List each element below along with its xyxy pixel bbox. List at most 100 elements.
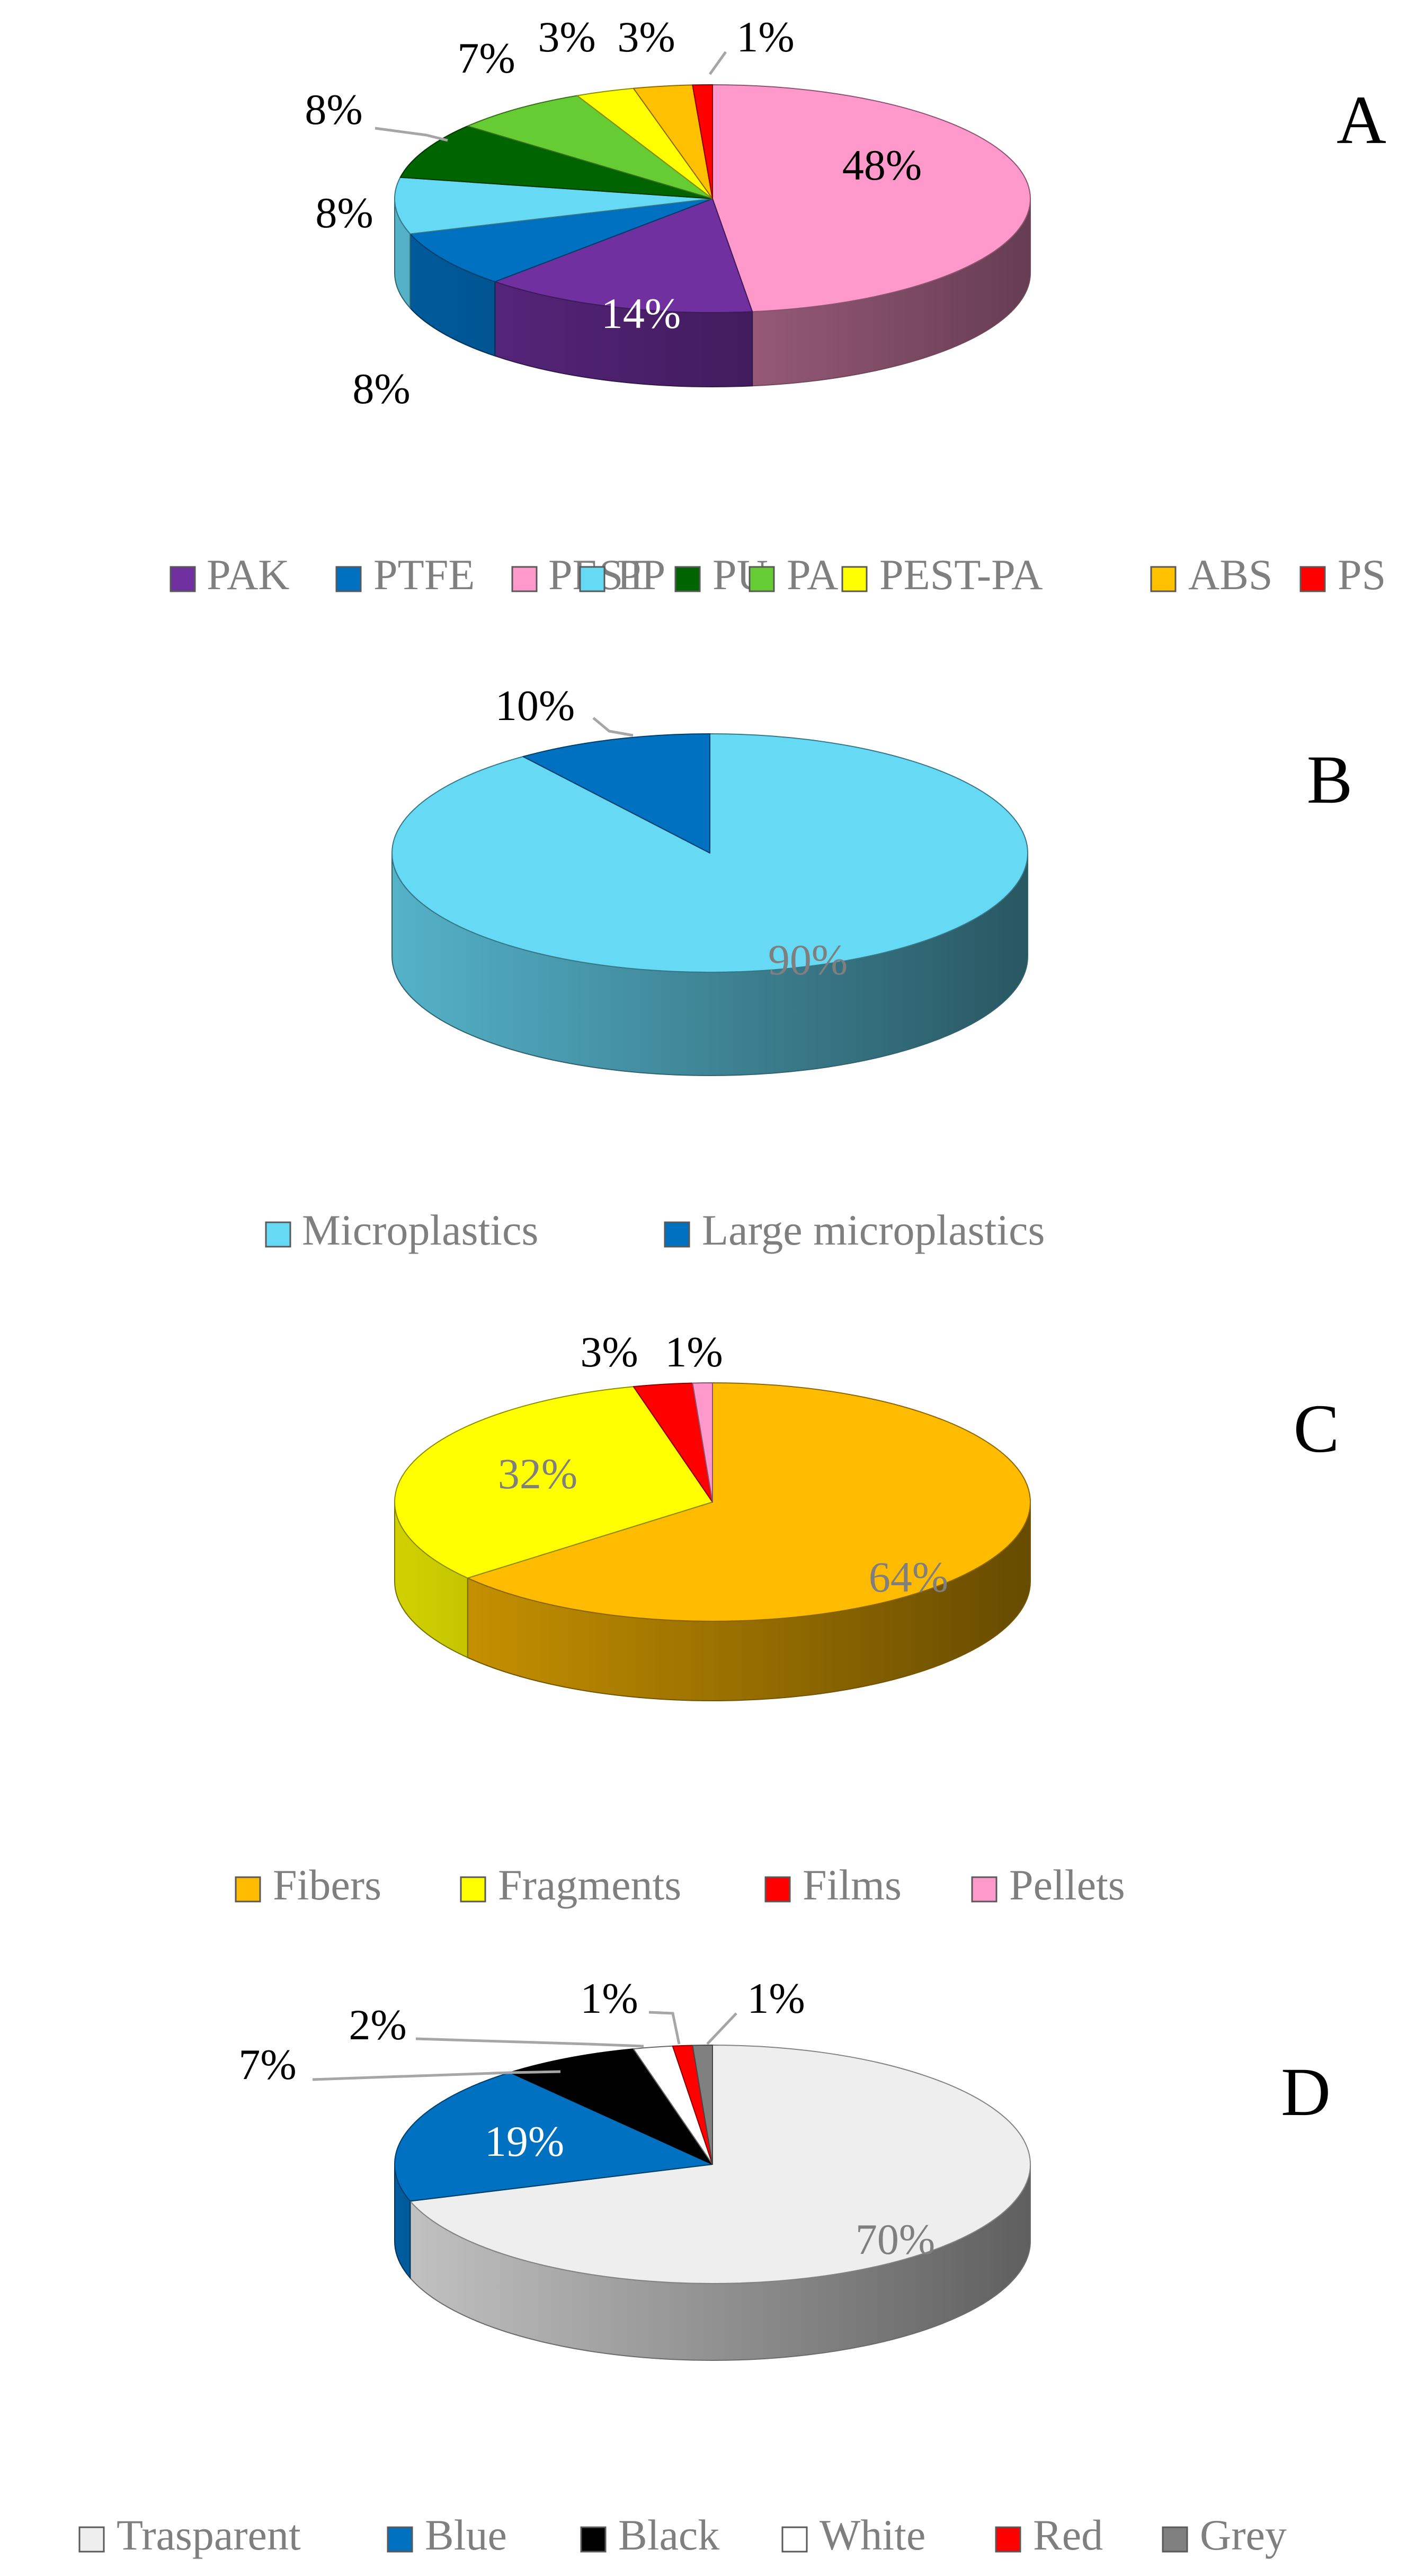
legend: Trasparent Blue Black White Red Grey [78, 2511, 1287, 2559]
legend-swatch [664, 1221, 690, 1248]
data-label-large-microplastics: 10% [495, 681, 575, 730]
pie-slices [394, 1382, 1031, 1622]
legend-item-pellets: Pellets [971, 1861, 1125, 1909]
legend-swatch [170, 566, 196, 592]
legend-label: Microplastics [302, 1206, 538, 1254]
leader-line [706, 2012, 737, 2045]
legend-swatch [265, 1221, 291, 1248]
data-label-red: 1% [580, 1974, 638, 2022]
pie-data-labels: 90% 10% [495, 681, 848, 984]
pie-slice-blue [394, 2072, 713, 2202]
pie-chart-b: 90% 10% B Microplastics Large microplastics [265, 681, 1352, 1254]
legend-label: Red [1033, 2511, 1103, 2559]
legend-swatch [1150, 566, 1177, 592]
legend-item-black: Black [580, 2511, 719, 2559]
legend-label: Trasparent [117, 2511, 301, 2559]
leader-line [415, 2037, 644, 2048]
legend-item-pak: PAK [170, 550, 290, 599]
leader-line [375, 127, 448, 142]
pie-slice-pest [712, 84, 1031, 313]
legend-swatch [749, 566, 775, 592]
legend-label: Large microplastics [702, 1206, 1045, 1254]
legend-label: Films [803, 1861, 902, 1909]
legend-item-white: White [781, 2511, 925, 2559]
pie-slice-grey [692, 2044, 713, 2165]
legend-swatch [971, 1876, 998, 1903]
data-label-ptfe: 8% [352, 365, 410, 413]
pie-slice-pp [394, 176, 713, 235]
legend-label: Blue [425, 2511, 507, 2559]
pie-slice-pak [494, 198, 753, 313]
legend-label: PEST-PA [879, 550, 1043, 599]
pie-slice-pellets [692, 1382, 713, 1503]
leader-line [708, 51, 727, 75]
data-label-pa: 7% [457, 34, 515, 82]
pie-slice-fragments [394, 1386, 713, 1579]
legend-label: PAK [207, 550, 290, 599]
data-label-microplastics: 90% [768, 936, 848, 984]
legend-swatch [841, 566, 868, 592]
pie-slices [394, 84, 1031, 313]
legend-item-ps: PS [1299, 550, 1386, 599]
pie-slice-ptfe [409, 198, 713, 282]
legend-label: Fragments [498, 1861, 681, 1909]
pie-chart-d: 70% 19% 7% 2% 1% 1% D Trasparent Blue Black White R… [78, 1974, 1331, 2559]
legend-swatch [995, 2526, 1021, 2553]
legend-swatch [1299, 566, 1326, 592]
pie-data-labels: 48% 14% 8% 8% 8% 7% 3% 3% 1% [305, 13, 922, 413]
legend-swatch [387, 2526, 413, 2553]
pie-chart-c: 64% 32% 3% 1% C Fibers Fragments Films Pellets [235, 1328, 1340, 1909]
data-label-pest-pa: 3% [538, 13, 595, 61]
pie-slice-pa [467, 95, 713, 199]
legend-item-pest-pa: PEST-PA [841, 550, 1043, 599]
legend-label: White [820, 2511, 925, 2559]
legend-swatch [580, 2526, 607, 2553]
legend-item-fibers: Fibers [235, 1861, 381, 1909]
pie-slice-black [509, 2048, 713, 2165]
legend-label: ABS [1188, 550, 1273, 599]
panel-letter: D [1281, 2054, 1331, 2130]
data-label-white: 2% [349, 2001, 406, 2049]
legend-swatch [764, 1876, 791, 1903]
legend-swatch [579, 566, 605, 592]
legend-item-abs: ABS [1150, 550, 1273, 599]
legend-swatch [511, 566, 538, 592]
data-label-black: 7% [238, 2040, 296, 2089]
legend-item-grey: Grey [1162, 2511, 1287, 2559]
legend-item-large-microplastics: Large microplastics [664, 1206, 1045, 1254]
pie-slices [394, 2044, 1031, 2284]
legend: Microplastics Large microplastics [265, 1206, 1045, 1254]
legend-label: Pellets [1009, 1861, 1125, 1909]
legend-label: PTFE [373, 550, 475, 599]
data-label-pellets: 1% [665, 1328, 723, 1376]
pie-slice-pu [399, 125, 713, 199]
pie-data-labels: 70% 19% 7% 2% 1% 1% [238, 1974, 935, 2263]
legend-swatch [78, 2526, 105, 2553]
legend-swatch [781, 2526, 808, 2553]
data-label-pak: 14% [601, 289, 681, 337]
legend-item-blue: Blue [387, 2511, 507, 2559]
pie-chart-a: 48%14%8%8%8%7%3%3%1%APESTPAKPTFEPPPUPAPE… [170, 13, 1386, 599]
panel-letter: C [1294, 1391, 1340, 1467]
pie-slice-large-microplastics [522, 733, 710, 854]
leader-line [312, 2070, 561, 2081]
pie-slices [391, 733, 1028, 973]
legend-swatch [235, 1876, 261, 1903]
legend-swatch [674, 566, 701, 592]
legend-item-films: Films [764, 1861, 902, 1909]
legend-label: Fibers [273, 1861, 381, 1909]
legend-label: Black [618, 2511, 719, 2559]
leader-line [592, 717, 634, 737]
legend-item-trasparent: Trasparent [78, 2511, 301, 2559]
legend-swatch [335, 566, 362, 592]
legend: Fibers Fragments Films Pellets [235, 1861, 1125, 1909]
legend-label: PA [787, 550, 838, 599]
data-label-films: 3% [580, 1328, 638, 1376]
legend-item-pa: PA [749, 550, 838, 599]
legend-swatch [1162, 2526, 1188, 2553]
legend-item-microplastics: Microplastics [265, 1206, 538, 1254]
data-label-ps: 1% [736, 13, 794, 61]
legend-label: Grey [1200, 2511, 1287, 2559]
pie-side-walls [394, 198, 1031, 387]
